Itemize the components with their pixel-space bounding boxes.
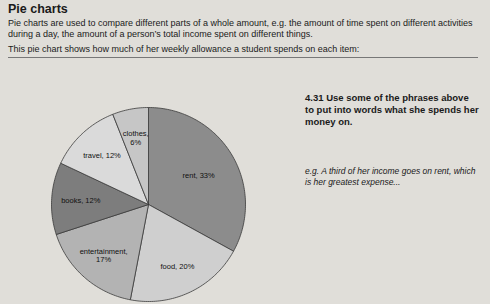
svg-text:food, 20%: food, 20% [161, 262, 195, 271]
svg-text:travel, 12%: travel, 12% [83, 151, 121, 160]
html-text:4.31 Use some of the phrases a: 4.31 Use some of the phrases above to pu… [305, 92, 479, 127]
html-text:This pie chart shows how much: This pie chart shows how much of her wee… [8, 43, 360, 54]
html-text:e.g. A third of her income goe: e.g. A third of her income goes on rent,… [305, 166, 476, 187]
svg-text:rent, 33%: rent, 33% [183, 171, 215, 180]
html-text:Pie charts: Pie charts [8, 2, 68, 16]
html-text:Pie charts are used to compare: Pie charts are used to compare different… [8, 18, 473, 40]
svg-text:entertainment,17%: entertainment,17% [80, 247, 128, 264]
svg-text:clothes,6%: clothes,6% [123, 129, 149, 146]
svg-text:books, 12%: books, 12% [61, 196, 101, 205]
